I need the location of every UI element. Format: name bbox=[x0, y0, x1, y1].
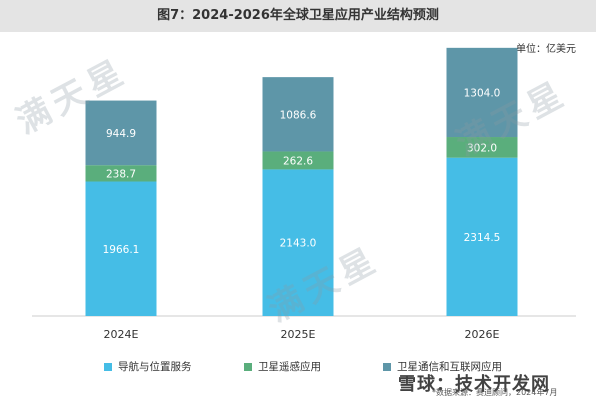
legend-swatch-navigation bbox=[104, 362, 112, 371]
footer-brand: 雪球：技术开发网 bbox=[398, 374, 550, 395]
data-label: 1966.1 bbox=[103, 244, 140, 256]
legend-item-communication: 卫星通信和互联网应用 bbox=[383, 359, 502, 374]
bar-segment bbox=[446, 47, 518, 138]
legend: 导航与位置服务 卫星遥感应用 卫星通信和互联网应用 bbox=[0, 359, 596, 379]
legend-item-navigation: 导航与位置服务 bbox=[104, 359, 192, 374]
legend-item-remote-sensing: 卫星遥感应用 bbox=[244, 359, 321, 374]
bar-segment bbox=[446, 157, 518, 316]
bar-segment bbox=[85, 100, 157, 166]
x-tick-label: 2026E bbox=[465, 328, 500, 341]
data-label: 2143.0 bbox=[280, 238, 317, 250]
bar-segment bbox=[262, 151, 334, 170]
chart-title: 图7：2024-2026年全球卫星应用产业结构预测 bbox=[157, 8, 439, 23]
data-label: 1304.0 bbox=[464, 87, 501, 99]
data-label: 2314.5 bbox=[464, 232, 501, 244]
legend-swatch-remote-sensing bbox=[244, 362, 252, 371]
title-band bbox=[0, 0, 596, 32]
legend-label-communication: 卫星通信和互联网应用 bbox=[397, 361, 502, 373]
legend-label-remote-sensing: 卫星遥感应用 bbox=[258, 361, 321, 373]
unit-label: 单位：亿美元 bbox=[516, 44, 576, 55]
x-tick-label: 2025E bbox=[281, 328, 316, 341]
bar-segment bbox=[85, 181, 157, 316]
data-label: 238.7 bbox=[106, 168, 136, 180]
bar-segment bbox=[85, 165, 157, 182]
legend-swatch-communication bbox=[383, 362, 391, 371]
x-tick-label: 2024E bbox=[104, 328, 139, 341]
data-label: 944.9 bbox=[106, 128, 136, 140]
bar-segment bbox=[446, 137, 518, 158]
bar-segment bbox=[262, 77, 334, 152]
legend-label-navigation: 导航与位置服务 bbox=[118, 361, 192, 373]
bar-segment bbox=[262, 169, 334, 316]
data-label: 262.6 bbox=[283, 155, 313, 167]
data-label: 1086.6 bbox=[280, 109, 317, 121]
data-label: 302.0 bbox=[467, 142, 497, 154]
source-note: *数据来源：赛迪顾问，2024年7月 bbox=[432, 388, 558, 397]
